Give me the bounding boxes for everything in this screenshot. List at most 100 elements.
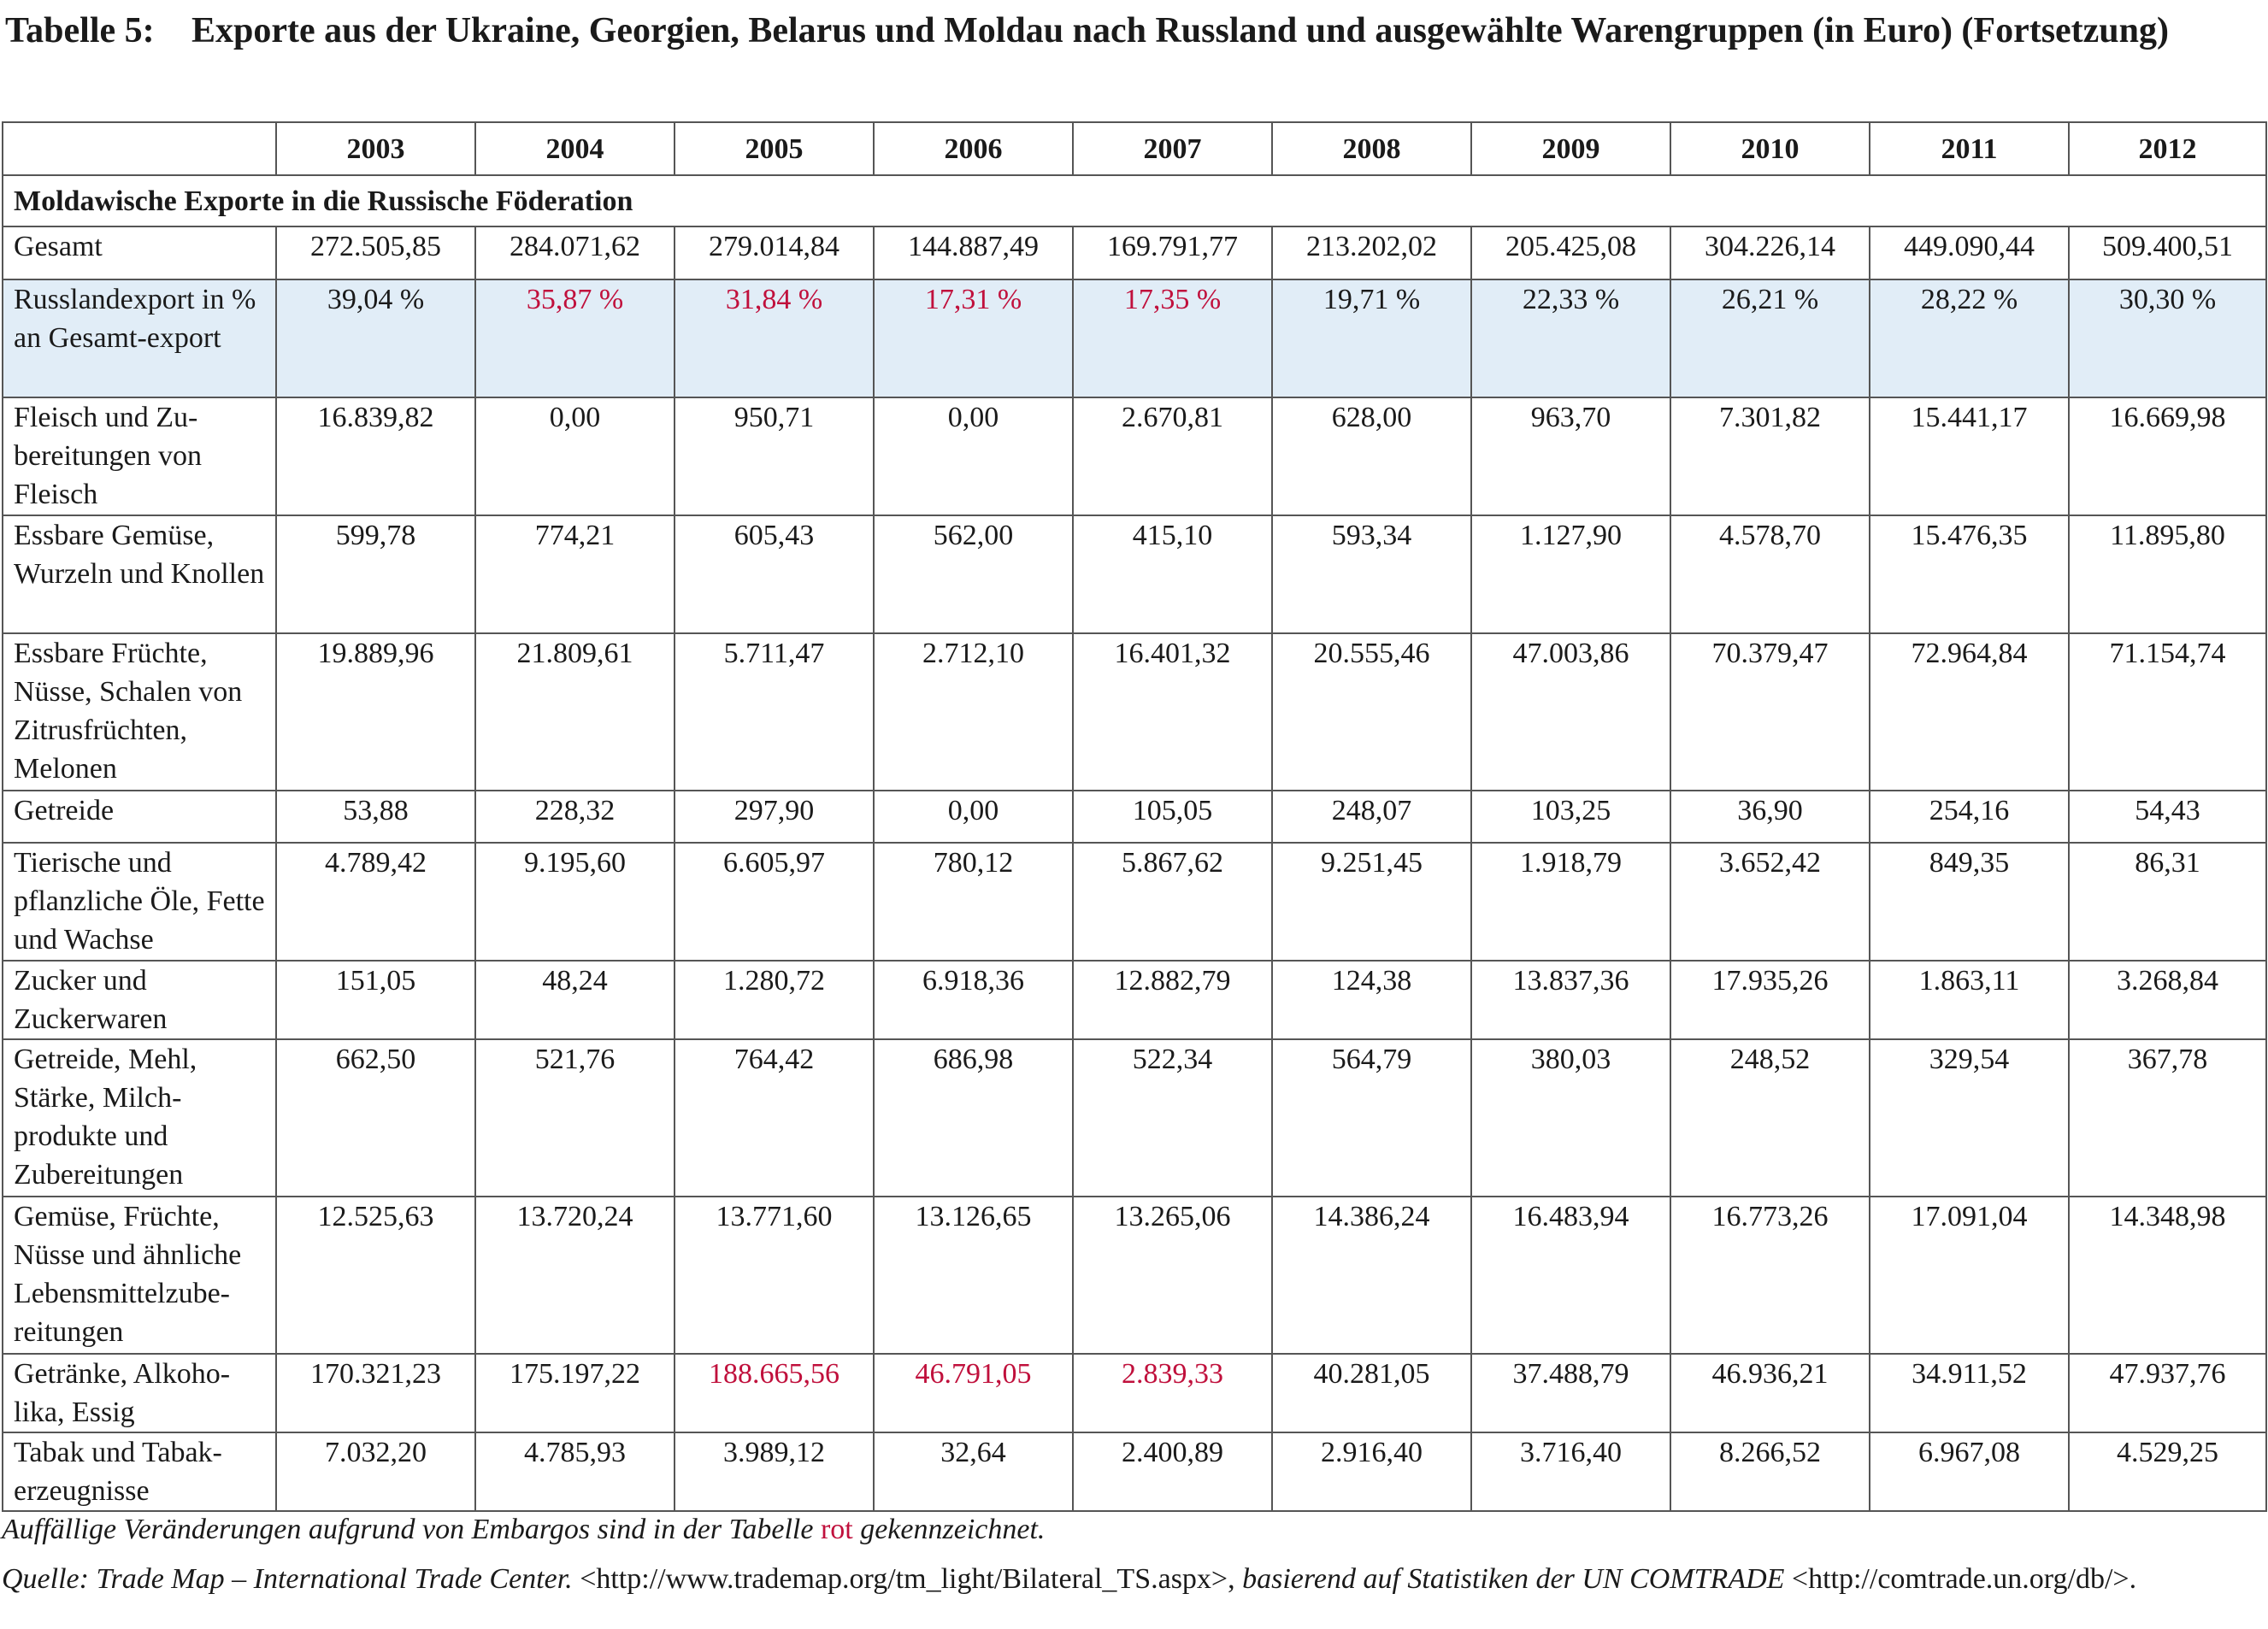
value-cell: 3.989,12 [674, 1432, 875, 1512]
value-cell: 279.014,84 [674, 226, 875, 280]
value-cell: 13.265,06 [1072, 1196, 1273, 1355]
value-cell: 6.605,97 [674, 842, 875, 962]
value-cell: 205.425,08 [1470, 226, 1671, 280]
table-row: Gesamt 272.505,85 284.071,62 279.014,84 144.… [2, 226, 2267, 280]
value-cell: 662,50 [275, 1038, 476, 1197]
value-cell: 780,12 [873, 842, 1074, 962]
value-cell: 34.911,52 [1869, 1353, 2070, 1433]
year-header-2010: 2010 [1670, 121, 1870, 176]
value-cell: 35,87 % [474, 279, 675, 398]
value-cell: 272.505,85 [275, 226, 476, 280]
year-header-2003: 2003 [275, 121, 476, 176]
row-label: Getränke, Alkoho-lika, Essig [2, 1353, 277, 1433]
value-cell: 15.441,17 [1869, 397, 2070, 516]
value-cell: 0,00 [474, 397, 675, 516]
value-cell: 213.202,02 [1271, 226, 1472, 280]
table-row: Getränke, Alkoho-lika, Essig 170.321,23 17… [2, 1353, 2267, 1433]
value-cell: 40.281,05 [1271, 1353, 1472, 1433]
value-cell: 522,34 [1072, 1038, 1273, 1197]
value-cell: 8.266,52 [1670, 1432, 1870, 1512]
year-header-2012: 2012 [2068, 121, 2267, 176]
embargo-note-end: gekennzeichnet. [852, 1514, 1046, 1545]
value-cell: 774,21 [474, 515, 675, 634]
row-label: Tierische und pflanzliche Öle, Fette und… [2, 842, 277, 962]
value-cell: 17.091,04 [1869, 1196, 2070, 1355]
table-row: Tierische und pflanzliche Öle, Fette und… [2, 842, 2267, 962]
table-title: Exporte aus der Ukraine, Georgien, Belar… [191, 11, 2170, 50]
value-cell: 509.400,51 [2068, 226, 2267, 280]
value-cell: 30,30 % [2068, 279, 2267, 398]
row-label: Getreide, Mehl, Stärke, Milch-produkte u… [2, 1038, 277, 1197]
year-header-2006: 2006 [873, 121, 1074, 176]
year-header-2008: 2008 [1271, 121, 1472, 176]
value-cell: 47.003,86 [1470, 632, 1671, 791]
table-row: Fleisch und Zu-bereitungen von Fleisch 16… [2, 397, 2267, 516]
value-cell: 449.090,44 [1869, 226, 2070, 280]
row-label: Russlandexport in % an Gesamt-export [2, 279, 277, 398]
value-cell: 13.837,36 [1470, 960, 1671, 1040]
source-link-comtrade[interactable]: <http://comtrade.un.org/db/>. [1784, 1563, 2137, 1595]
value-cell: 3.652,42 [1670, 842, 1870, 962]
row-label: Essbare Früchte, Nüsse, Schalen von Zitr… [2, 632, 277, 791]
source-basis: basierend auf Statistiken der UN COMTRAD… [1242, 1563, 1785, 1595]
value-cell: 13.126,65 [873, 1196, 1074, 1355]
value-cell: 564,79 [1271, 1038, 1472, 1197]
value-cell: 54,43 [2068, 790, 2267, 844]
value-cell: 19,71 % [1271, 279, 1472, 398]
value-cell: 17.935,26 [1670, 960, 1870, 1040]
value-cell: 86,31 [2068, 842, 2267, 962]
value-cell: 3.716,40 [1470, 1432, 1671, 1512]
table-row: Getreide, Mehl, Stärke, Milch-produkte u… [2, 1038, 2267, 1197]
value-cell: 254,16 [1869, 790, 2070, 844]
value-cell: 72.964,84 [1869, 632, 2070, 791]
value-cell: 12.525,63 [275, 1196, 476, 1355]
value-cell: 521,76 [474, 1038, 675, 1197]
value-cell: 0,00 [873, 790, 1074, 844]
value-cell: 329,54 [1869, 1038, 2070, 1197]
year-header-2011: 2011 [1869, 121, 2070, 176]
table-row: Tabak und Tabak-erzeugnisse 7.032,20 4.785… [2, 1432, 2267, 1512]
value-cell: 764,42 [674, 1038, 875, 1197]
row-label: Zucker und Zuckerwaren [2, 960, 277, 1040]
source-note: Quelle: Trade Map – International Trade … [2, 1559, 2136, 1600]
value-cell: 380,03 [1470, 1038, 1671, 1197]
value-cell: 14.386,24 [1271, 1196, 1472, 1355]
value-cell: 562,00 [873, 515, 1074, 634]
value-cell: 6.918,36 [873, 960, 1074, 1040]
value-cell: 284.071,62 [474, 226, 675, 280]
value-cell: 47.937,76 [2068, 1353, 2267, 1433]
table-row: Gemüse, Früchte, Nüsse und ähnliche Lebe… [2, 1196, 2267, 1355]
section-title: Moldawische Exporte in die Russische Föd… [2, 174, 2267, 227]
value-cell: 248,52 [1670, 1038, 1870, 1197]
value-cell: 71.154,74 [2068, 632, 2267, 791]
row-label: Essbare Gemüse, Wurzeln und Knollen [2, 515, 277, 634]
row-label: Getreide [2, 790, 277, 844]
source-label: Quelle: Trade Map – International Trade … [2, 1563, 573, 1595]
value-cell: 599,78 [275, 515, 476, 634]
value-cell: 53,88 [275, 790, 476, 844]
value-cell: 31,84 % [674, 279, 875, 398]
value-cell: 415,10 [1072, 515, 1273, 634]
value-cell: 36,90 [1670, 790, 1870, 844]
value-cell: 628,00 [1271, 397, 1472, 516]
value-cell: 686,98 [873, 1038, 1074, 1197]
value-cell: 105,05 [1072, 790, 1273, 844]
value-cell: 70.379,47 [1670, 632, 1870, 791]
value-cell: 37.488,79 [1470, 1353, 1671, 1433]
row-label: Tabak und Tabak-erzeugnisse [2, 1432, 277, 1512]
source-link-trademap[interactable]: <http://www.trademap.org/tm_light/Bilate… [572, 1563, 1243, 1595]
value-cell: 39,04 % [275, 279, 476, 398]
value-cell: 151,05 [275, 960, 476, 1040]
value-cell: 19.889,96 [275, 632, 476, 791]
value-cell: 367,78 [2068, 1038, 2267, 1197]
table-row: Getreide 53,88 228,32 297,90 0,00 105,05 248,0… [2, 790, 2267, 844]
value-cell: 1.127,90 [1470, 515, 1671, 634]
value-cell: 2.670,81 [1072, 397, 1273, 516]
section-row: Moldawische Exporte in die Russische Föd… [2, 174, 2267, 227]
value-cell: 16.401,32 [1072, 632, 1273, 791]
table-row: Essbare Gemüse, Wurzeln und Knollen 599,7… [2, 515, 2267, 634]
value-cell: 1.918,79 [1470, 842, 1671, 962]
value-cell: 7.301,82 [1670, 397, 1870, 516]
value-cell: 169.791,77 [1072, 226, 1273, 280]
value-cell: 9.195,60 [474, 842, 675, 962]
